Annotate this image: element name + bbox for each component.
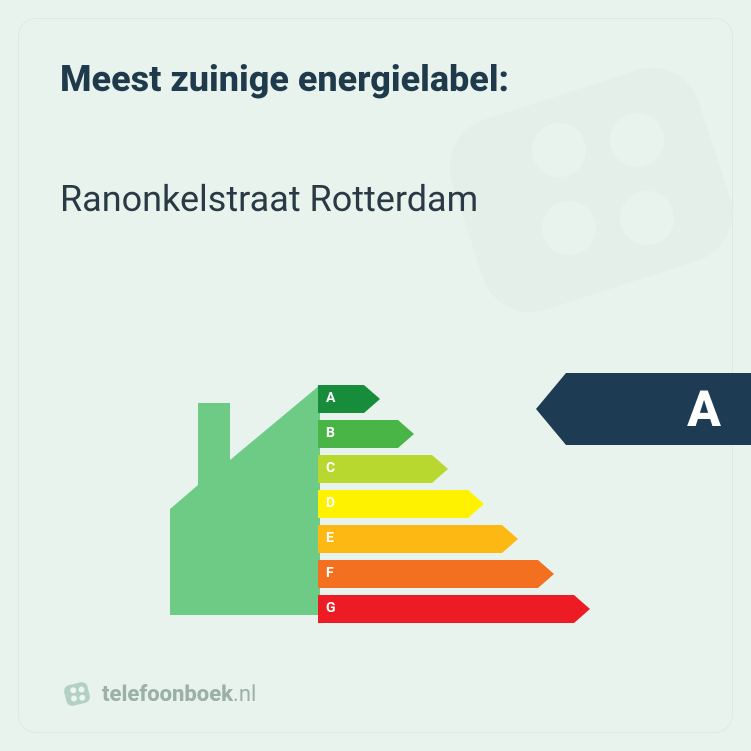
energy-bar-label: B (326, 425, 335, 441)
energy-bar-shape-icon (318, 490, 484, 518)
energy-bar-shape-icon (318, 560, 554, 588)
energy-bar-shape-icon (318, 595, 590, 623)
card-subtitle: Ranonkelstraat Rotterdam (60, 178, 478, 220)
energy-bar-label: G (326, 600, 336, 616)
brand-text: telefoonboek.nl (102, 682, 256, 707)
energy-bar-label: A (326, 390, 335, 406)
energy-indicator-badge: A (536, 373, 751, 445)
energy-bar-label: C (326, 460, 335, 476)
energy-bar-label: F (326, 565, 334, 581)
brand-logo-icon (62, 679, 92, 709)
energy-bar-label: E (326, 530, 334, 546)
energy-bar-shape-icon (318, 455, 448, 483)
brand-name: telefoonboek (102, 682, 233, 707)
card-title: Meest zuinige energielabel: (60, 58, 509, 100)
brand-tld: .nl (233, 682, 256, 707)
energy-label-graphic: A B C D E F G (170, 385, 590, 635)
energy-bar-label: D (326, 495, 335, 511)
energy-bar-shape-icon (318, 525, 518, 553)
energy-label-card: Meest zuinige energielabel: Ranonkelstra… (0, 0, 751, 751)
house-icon (170, 385, 320, 615)
indicator-letter: A (687, 381, 721, 439)
footer-brand: telefoonboek.nl (62, 679, 256, 709)
